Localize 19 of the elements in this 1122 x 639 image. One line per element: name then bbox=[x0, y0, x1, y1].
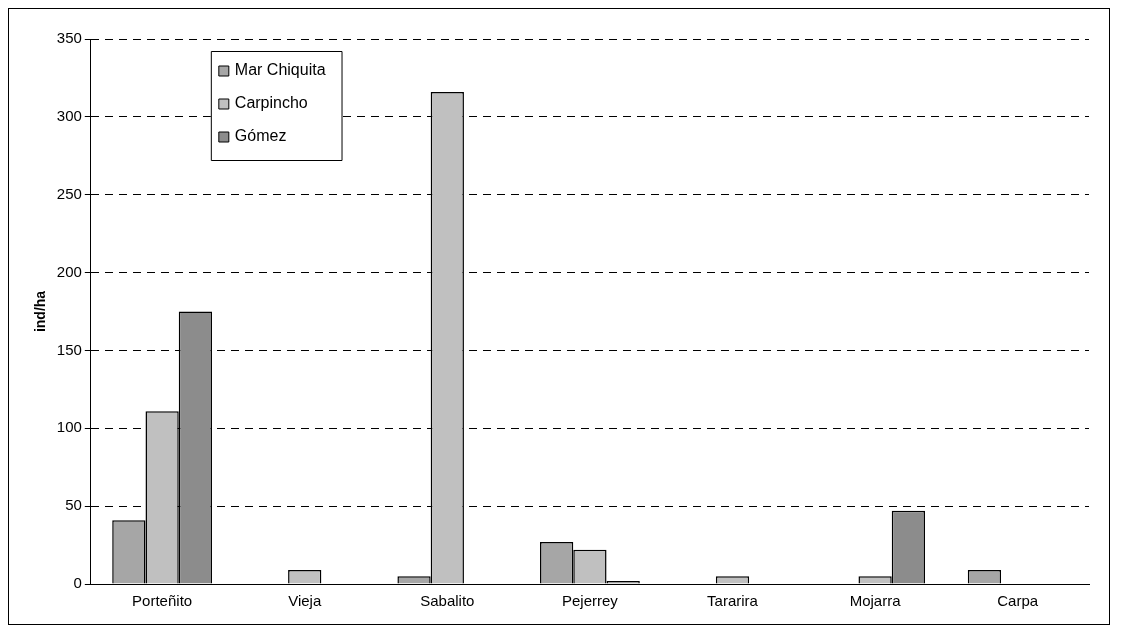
legend-label: Gómez bbox=[234, 127, 287, 145]
x-tick-label: Tararira bbox=[707, 592, 759, 610]
legend-label: Carpincho bbox=[234, 94, 308, 112]
y-tick-label: 150 bbox=[56, 340, 82, 358]
y-tick-label: 250 bbox=[56, 184, 82, 202]
y-tick-label: 0 bbox=[73, 574, 82, 592]
x-tick-label: Vieja bbox=[288, 592, 322, 610]
x-tick-label: Sabalito bbox=[420, 592, 475, 610]
y-tick-label: 50 bbox=[65, 496, 82, 514]
x-tick-label: Mojarra bbox=[849, 592, 902, 610]
legend-label: Mar Chiquita bbox=[234, 61, 326, 79]
y-tick-label: 100 bbox=[56, 418, 82, 436]
y-tick-label: 300 bbox=[56, 107, 82, 124]
y-axis-title: ind/ha bbox=[32, 290, 49, 333]
x-tick-label: Carpa bbox=[997, 592, 1039, 610]
x-tick-label: Pejerrey bbox=[561, 592, 619, 610]
y-tick-label: 350 bbox=[56, 29, 82, 47]
x-tick-label: Porteñito bbox=[132, 592, 193, 610]
y-tick-label: 200 bbox=[56, 262, 82, 280]
